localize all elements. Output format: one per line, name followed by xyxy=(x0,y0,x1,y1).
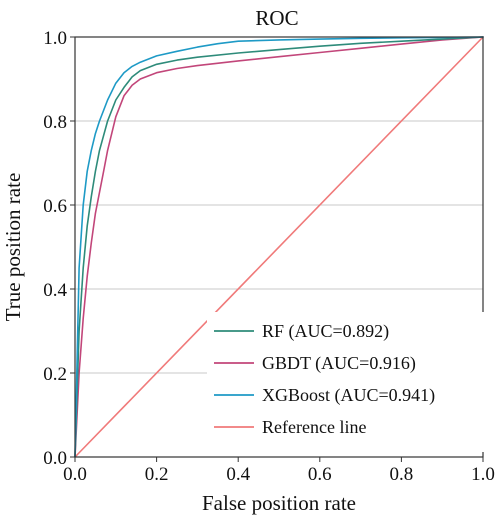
x-tick-label: 0.4 xyxy=(226,464,250,485)
series-line-2 xyxy=(74,36,484,458)
legend: RF (AUC=0.892) GBDT (AUC=0.916) XGBoost (A… xyxy=(207,312,489,452)
legend-label: Reference line xyxy=(262,417,366,437)
plot-frame xyxy=(74,36,484,458)
y-tick-label: 1.0 xyxy=(43,28,67,49)
legend-label: RF (AUC=0.892) xyxy=(262,321,389,342)
series-line-3 xyxy=(74,36,484,458)
series-line-1 xyxy=(74,36,484,458)
x-tick-label: 0.6 xyxy=(308,464,332,485)
y-tick-label: 0.4 xyxy=(43,280,67,301)
y-tick-label: 0.8 xyxy=(43,112,67,133)
axis-ticks: 0.0 0.2 0.4 0.6 0.8 1.0 0.0 0.2 0.4 0.6 0.8 1.0 xyxy=(43,28,495,485)
x-tick-label: 1.0 xyxy=(471,464,495,485)
y-tick-label: 0.0 xyxy=(43,448,67,469)
chart-title: ROC xyxy=(255,6,298,30)
x-axis-label: False position rate xyxy=(202,491,356,515)
legend-label: XGBoost (AUC=0.941) xyxy=(262,385,435,406)
x-tick-label: 0.8 xyxy=(390,464,414,485)
y-tick-label: 0.6 xyxy=(43,196,67,217)
x-tick-label: 0.0 xyxy=(63,464,87,485)
series-lines xyxy=(74,36,484,458)
y-tick-label: 0.2 xyxy=(43,364,67,385)
legend-label: GBDT (AUC=0.916) xyxy=(262,353,416,374)
x-tick-label: 0.2 xyxy=(145,464,169,485)
y-axis-label: True position rate xyxy=(1,173,25,322)
series-line-0 xyxy=(74,36,484,458)
legend-box xyxy=(207,312,489,452)
